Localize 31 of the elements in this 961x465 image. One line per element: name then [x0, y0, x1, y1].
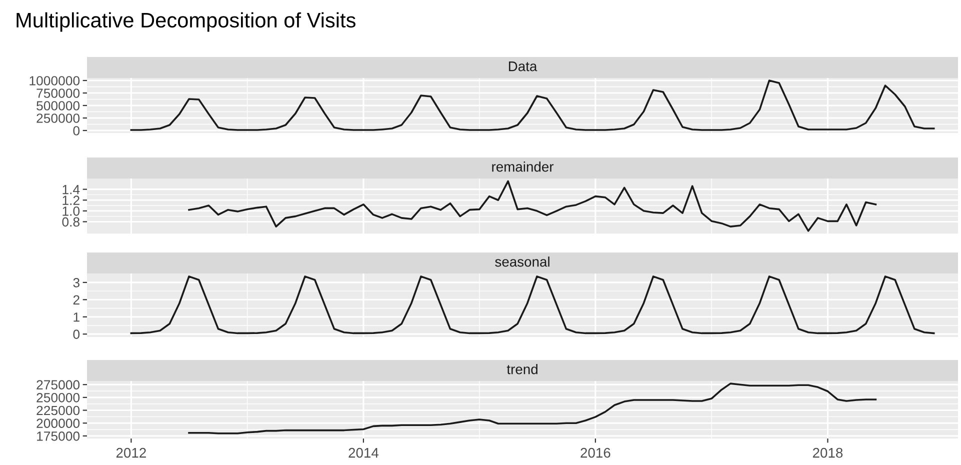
y-tick-label: 200000 — [36, 418, 80, 428]
x-tick-label: 2014 — [348, 448, 378, 458]
y-tick-label: 175000 — [37, 432, 80, 441]
line-series — [188, 180, 877, 232]
y-tick-label: 1.4 — [62, 185, 80, 194]
y-tick-label: 1.2 — [62, 196, 80, 205]
y-tick-label: 250000 — [36, 392, 80, 402]
line-series — [130, 276, 935, 334]
y-tick-label: 500000 — [36, 101, 80, 110]
x-tick-label: 2012 — [116, 448, 146, 458]
chart-subtitle: remainder — [492, 162, 554, 172]
y-tick-label: 1000000 — [30, 76, 80, 86]
y-tick-label: 0 — [73, 126, 80, 136]
x-tick-label: 2016 — [580, 448, 610, 458]
y-tick-label: 1.0 — [62, 206, 80, 216]
chart-subtitle: trend — [506, 364, 538, 374]
line-series — [130, 80, 935, 131]
chart-subtitle: seasonal — [495, 256, 550, 267]
y-tick-label: 3 — [73, 278, 80, 288]
y-tick-label: 0.8 — [62, 217, 80, 227]
y-tick-label: 2 — [73, 295, 80, 304]
y-tick-label: 225000 — [36, 406, 80, 416]
chart-subtitle: Data — [508, 62, 538, 72]
y-tick-label: 0 — [73, 330, 80, 339]
y-tick-label: 250000 — [36, 114, 80, 123]
chart-title: Multiplicative Decomposition of Visits — [16, 12, 356, 32]
y-tick-label: 275000 — [36, 380, 80, 390]
y-tick-label: 1 — [74, 312, 80, 322]
x-tick-label: 2018 — [812, 448, 843, 458]
y-tick-label: 750000 — [36, 88, 80, 98]
line-series — [188, 382, 877, 434]
